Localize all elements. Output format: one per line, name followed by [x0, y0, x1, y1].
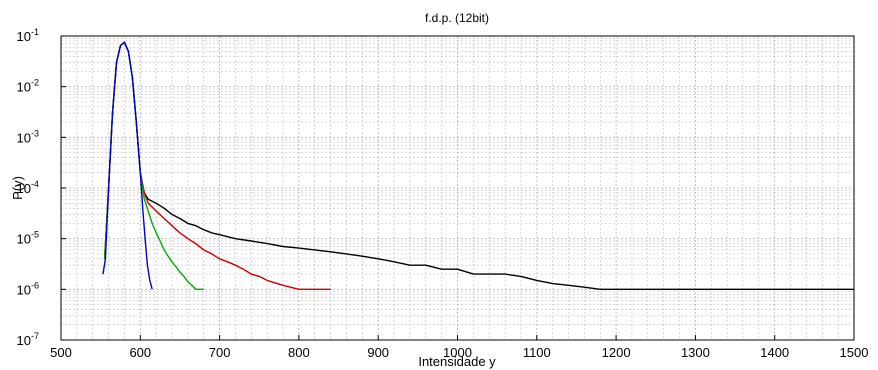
x-tick-label: 800	[288, 345, 310, 360]
y-tick-label: 10-6	[17, 280, 39, 297]
y-tick-label: 10-7	[17, 331, 39, 348]
y-tick-label: 10-2	[17, 78, 39, 95]
chart-title: f.d.p. (12bit)	[425, 11, 489, 25]
y-tick-label: 10-1	[17, 27, 39, 44]
x-tick-label: 900	[367, 345, 389, 360]
y-axis-title: P(y)	[10, 176, 25, 200]
series-group	[102, 41, 854, 290]
x-tick-label: 1000	[443, 345, 472, 360]
series-line-3	[102, 41, 153, 290]
x-tick-label: 500	[50, 345, 72, 360]
x-tick-label: 1100	[523, 345, 551, 360]
x-tick-label: 1400	[760, 345, 789, 360]
x-tick-label: 700	[209, 345, 231, 360]
x-tick-label: 1300	[681, 345, 710, 360]
x-tick-label: 1500	[840, 345, 869, 360]
x-tick-label: 600	[129, 345, 151, 360]
y-tick-label: 10-4	[17, 179, 39, 196]
x-axis-title: Intensidade y	[418, 354, 496, 369]
ticks: 500 600 700 800 900 1000 1100 1200 1300 1400 1500 1…	[17, 27, 869, 360]
x-tick-label: 1200	[602, 345, 631, 360]
y-tick-label: 10-5	[17, 230, 39, 247]
y-tick-label: 10-3	[17, 128, 39, 145]
